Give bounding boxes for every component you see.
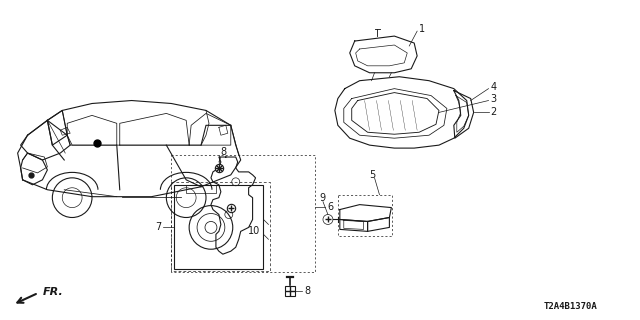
Text: 9: 9 <box>319 193 325 203</box>
Text: 3: 3 <box>490 93 497 104</box>
Text: T2A4B1370A: T2A4B1370A <box>544 302 598 311</box>
Bar <box>172 182 271 271</box>
Text: 1: 1 <box>419 24 425 34</box>
Bar <box>186 185 216 193</box>
Bar <box>172 155 315 272</box>
Text: 10: 10 <box>248 226 260 236</box>
Text: 2: 2 <box>490 108 497 117</box>
Text: 5: 5 <box>369 170 376 180</box>
Text: FR.: FR. <box>42 287 63 297</box>
Bar <box>338 195 392 236</box>
Text: 4: 4 <box>490 82 497 92</box>
Text: 8: 8 <box>304 286 310 296</box>
Text: 7: 7 <box>155 222 161 232</box>
Bar <box>174 185 264 269</box>
Text: 6: 6 <box>327 202 333 212</box>
Text: 8: 8 <box>220 147 226 157</box>
